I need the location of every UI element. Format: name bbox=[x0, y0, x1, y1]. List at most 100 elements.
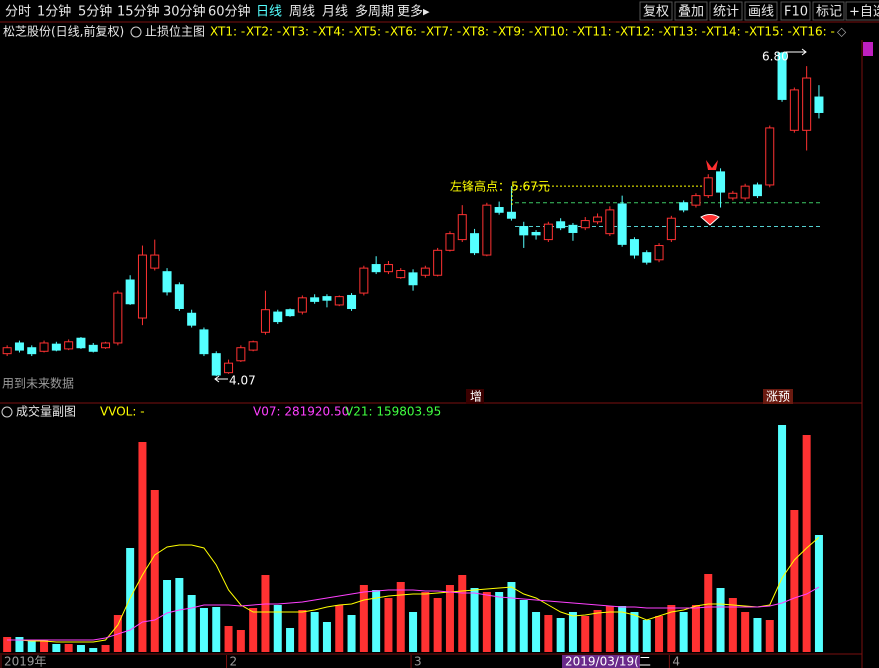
candle-body bbox=[101, 342, 111, 349]
toolbar-button-frame[interactable] bbox=[780, 1, 811, 21]
volume-bar bbox=[495, 592, 504, 652]
toolbar-button-frame[interactable] bbox=[744, 1, 778, 21]
volume-bar bbox=[335, 605, 344, 652]
diamond-icon[interactable]: ◇ bbox=[837, 25, 847, 39]
volume-bar bbox=[249, 608, 258, 652]
candle-body bbox=[359, 267, 369, 294]
toolbar-button[interactable]: 叠加 bbox=[678, 5, 704, 20]
xt-label: XT14: - bbox=[706, 25, 749, 39]
candle-body bbox=[605, 209, 615, 235]
candle-body bbox=[2, 347, 12, 355]
toolbar-button[interactable]: 标记 bbox=[816, 5, 842, 20]
toolbar-button[interactable]: F10 bbox=[784, 5, 808, 20]
xt-label: XT5: - bbox=[354, 25, 389, 39]
volume-bar bbox=[384, 598, 393, 652]
toolbar-tab[interactable]: 周线 bbox=[289, 5, 315, 20]
annotation: 增 bbox=[470, 390, 482, 404]
volume-bar bbox=[298, 610, 307, 652]
toolbar-tab[interactable]: 日线 bbox=[256, 5, 282, 20]
candle-body bbox=[506, 211, 516, 219]
volume-bar bbox=[27, 640, 36, 652]
volume-bar bbox=[187, 595, 196, 652]
toolbar-button-frame[interactable] bbox=[709, 1, 743, 21]
candle-body bbox=[494, 207, 504, 213]
candle-body bbox=[174, 284, 184, 310]
volume-bar bbox=[593, 610, 602, 652]
toolbar-tab[interactable]: 60分钟 bbox=[208, 4, 251, 20]
toolbar-button-frame[interactable] bbox=[639, 1, 673, 21]
x-tick-label: 2019年 bbox=[4, 655, 47, 668]
volume-bar bbox=[89, 648, 98, 652]
toolbar-button[interactable]: 复权 bbox=[643, 4, 669, 20]
candle-body bbox=[593, 216, 603, 223]
volume-bar bbox=[544, 615, 553, 652]
toolbar-tab[interactable]: 多周期 bbox=[355, 4, 394, 20]
xt-label: XT9: - bbox=[498, 25, 533, 39]
volume-bar bbox=[482, 592, 491, 652]
stock-title: 松芝股份(日线,前复权) bbox=[3, 24, 124, 39]
volume-bar bbox=[212, 607, 221, 652]
xt-label: XT13: - bbox=[663, 25, 706, 39]
volume-bar bbox=[199, 608, 208, 652]
volume-bar bbox=[3, 637, 12, 652]
volume-ma-label: V07: 281920.50 bbox=[253, 405, 349, 419]
annotation: 左锋高点： bbox=[450, 179, 510, 194]
toolbar-button-frame[interactable] bbox=[845, 1, 879, 21]
volume-icon[interactable] bbox=[1, 406, 13, 418]
toolbar-button-frame[interactable] bbox=[812, 1, 845, 21]
volume-ma-line bbox=[7, 586, 820, 641]
candle-body bbox=[802, 77, 812, 131]
xt-label: XT6: - bbox=[390, 25, 425, 39]
candle-body bbox=[445, 233, 455, 251]
candle-body bbox=[703, 177, 713, 197]
indicator-title[interactable]: 止损位主图 bbox=[145, 24, 205, 39]
volume-bar bbox=[568, 612, 577, 652]
toolbar-button[interactable]: 统计 bbox=[713, 5, 739, 20]
candle-body bbox=[236, 347, 246, 362]
volume-title[interactable]: 成交量副图 bbox=[16, 404, 76, 419]
volume-bar bbox=[630, 612, 639, 652]
annotation: 用到未来数据 bbox=[2, 376, 74, 391]
toolbar-tab[interactable]: 5分钟 bbox=[78, 4, 112, 20]
xt-label: XT8: - bbox=[462, 25, 497, 39]
candle-body bbox=[297, 297, 307, 313]
candle-body bbox=[420, 267, 430, 276]
volume-bar bbox=[790, 510, 799, 652]
xt-label: XT3: - bbox=[282, 25, 317, 39]
candle-body bbox=[199, 329, 209, 355]
xt-label: XT12: - bbox=[620, 25, 663, 39]
volume-bar bbox=[52, 644, 61, 652]
xt-label: XT15: - bbox=[749, 25, 792, 39]
volume-bar bbox=[716, 588, 725, 652]
candle-body bbox=[162, 271, 172, 293]
volume-bar bbox=[704, 574, 713, 652]
toolbar-tab[interactable]: 1分钟 bbox=[37, 4, 71, 20]
toolbar-button-frame[interactable] bbox=[674, 1, 708, 21]
candle-body bbox=[64, 341, 74, 350]
candle-body bbox=[679, 202, 689, 211]
xt-label: XT1: - bbox=[210, 25, 245, 39]
volume-bar bbox=[556, 618, 565, 652]
toolbar-tab[interactable]: 30分钟 bbox=[163, 4, 206, 20]
volume-ma-line bbox=[7, 537, 820, 643]
indicator-icon[interactable] bbox=[130, 26, 142, 38]
volume-ma-label: VVOL: - bbox=[100, 405, 145, 419]
toolbar-tab[interactable]: 分时 bbox=[5, 5, 31, 20]
volume-bar bbox=[138, 442, 147, 652]
candle-body bbox=[642, 252, 652, 263]
toolbar-button[interactable]: +自选 bbox=[849, 5, 879, 20]
butterfly-icon bbox=[706, 160, 718, 170]
candle-body bbox=[789, 89, 799, 131]
toolbar-tab[interactable]: 月线 bbox=[322, 5, 348, 20]
toolbar-tab[interactable]: 更多▸ bbox=[397, 4, 430, 20]
fan-icon bbox=[700, 214, 720, 226]
candle-body bbox=[150, 254, 160, 269]
volume-bar bbox=[273, 605, 282, 652]
volume-bar bbox=[765, 620, 774, 652]
volume-bar bbox=[359, 585, 368, 652]
toolbar-tab[interactable]: 15分钟 bbox=[117, 4, 160, 20]
candle-body bbox=[568, 224, 578, 233]
volume-bar bbox=[101, 645, 110, 652]
toolbar-button[interactable]: 画线 bbox=[748, 5, 774, 20]
